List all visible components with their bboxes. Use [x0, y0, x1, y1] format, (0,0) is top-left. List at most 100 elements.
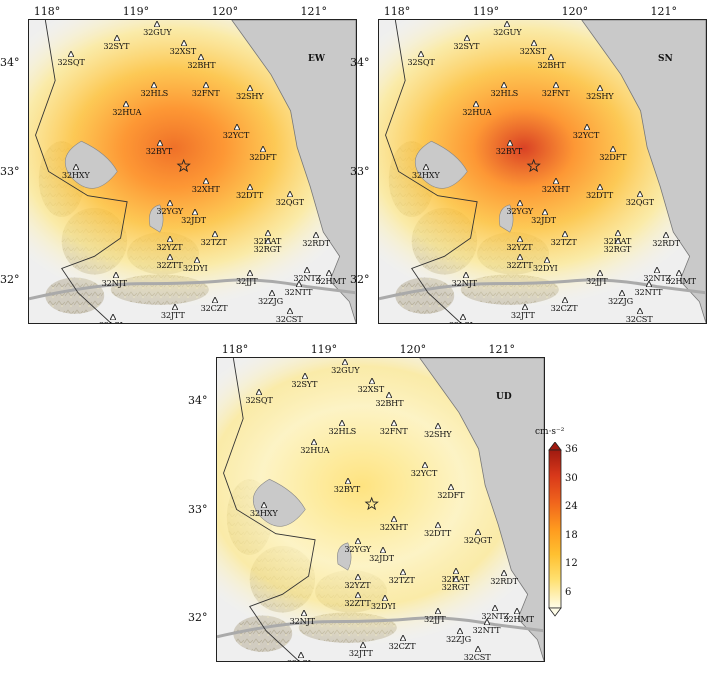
station-label: 32HXY — [249, 508, 278, 519]
station-label: 32HLS — [328, 426, 357, 436]
station-label: 32RDT — [652, 238, 680, 249]
station-label: 32XST — [519, 45, 547, 56]
station-triangle-icon — [295, 281, 302, 288]
station-triangle-icon — [596, 85, 603, 92]
station-label: 32RGT — [253, 243, 282, 254]
latitude-label: 34° — [188, 393, 208, 407]
colorbar-legend: cm·s⁻² 36 30 24 18 12 6 — [535, 422, 605, 617]
station-label: 32BHT — [537, 59, 566, 70]
colorbar-unit: cm·s⁻² — [535, 427, 565, 437]
station-triangle-icon — [517, 254, 524, 261]
station-label: 32XHT — [191, 184, 220, 195]
station-triangle-icon — [676, 270, 683, 277]
station-triangle-icon — [211, 231, 218, 238]
station-triangle-icon — [286, 191, 293, 198]
station-triangle-icon — [548, 53, 555, 60]
station-label: 32DTT — [235, 189, 263, 200]
station-triangle-icon — [381, 595, 388, 602]
station-label: 32ZTT — [506, 260, 533, 271]
station-triangle-icon — [399, 635, 406, 642]
longitude-label: 119° — [310, 343, 338, 356]
station-triangle-icon — [269, 289, 276, 296]
station-label: 32XHT — [379, 522, 408, 533]
station-label: 32LSI — [287, 658, 311, 661]
station-label: 32YZT — [156, 241, 183, 252]
station-label: 32RDT — [302, 238, 330, 249]
station-triangle-icon — [167, 235, 174, 242]
station-label: 32SYT — [103, 41, 130, 52]
station-triangle-icon — [399, 569, 406, 576]
longitude-label: 121° — [488, 343, 516, 356]
station-triangle-icon — [260, 145, 267, 152]
colorbar-tick: 30 — [565, 472, 578, 484]
station-triangle-icon — [542, 208, 549, 215]
station-triangle-icon — [434, 521, 441, 528]
latitude-label: 34° — [350, 55, 370, 69]
latitude-label: 34° — [0, 55, 20, 69]
station-label: 32JDT — [181, 214, 206, 225]
station-triangle-icon — [355, 573, 362, 580]
station-triangle-icon — [434, 608, 441, 615]
station-triangle-icon — [302, 373, 309, 380]
station-triangle-icon — [473, 101, 480, 108]
station-triangle-icon — [180, 39, 187, 46]
station-label: 32TZT — [550, 237, 577, 248]
station-triangle-icon — [552, 178, 559, 185]
station-label: 32YCT — [572, 130, 600, 141]
station-triangle-icon — [326, 270, 333, 277]
station-label: 32NTT — [472, 625, 501, 636]
station-label: 32GUY — [493, 27, 522, 38]
station-label: 32CST — [625, 314, 653, 324]
station-triangle-icon — [311, 439, 318, 446]
station-label: 32YZT — [506, 241, 533, 252]
station-triangle-icon — [260, 502, 267, 509]
station-label: 32NTT — [634, 287, 663, 298]
station-triangle-icon — [514, 608, 521, 615]
station-label: 32SHY — [423, 429, 452, 440]
station-triangle-icon — [501, 570, 508, 577]
station-triangle-icon — [112, 272, 119, 279]
station-label: 32YGY — [156, 205, 184, 216]
station-label: 32SHY — [585, 91, 614, 102]
station-triangle-icon — [452, 575, 459, 582]
station-label: 32XST — [357, 383, 385, 394]
station-triangle-icon — [645, 281, 652, 288]
station-label: 32HUA — [112, 107, 142, 118]
station-label: 32JJT — [235, 276, 258, 287]
station-triangle-icon — [614, 230, 621, 237]
station-label: 32ZTT — [156, 260, 183, 271]
station-label: 32BYT — [145, 146, 172, 157]
station-label: 32SYT — [291, 379, 318, 390]
station-triangle-icon — [561, 297, 568, 304]
station-triangle-icon — [596, 270, 603, 277]
lake — [337, 542, 352, 571]
station-triangle-icon — [448, 483, 455, 490]
station-triangle-icon — [256, 388, 263, 395]
station-triangle-icon — [342, 359, 349, 366]
station-label: 32NTT — [284, 287, 313, 298]
station-triangle-icon — [198, 53, 205, 60]
map-panel-ud: UD 32GUY 32SYT 32XST 32SQT 32BHT 32HLS 32FNT 32S… — [216, 357, 545, 662]
station-triangle-icon — [501, 82, 508, 88]
map-canvas — [29, 20, 356, 323]
station-label: 32NJT — [289, 616, 316, 627]
station-label: 32HLS — [490, 88, 519, 98]
station-label: 32YGY — [344, 543, 372, 554]
longitude-label: 120° — [561, 5, 589, 18]
longitude-label: 120° — [211, 5, 239, 18]
station-label: 32NJT — [451, 278, 478, 289]
station-triangle-icon — [297, 651, 304, 658]
station-label: 32BYT — [333, 484, 360, 495]
station-label: 32ZTT — [344, 598, 371, 609]
station-triangle-icon — [504, 21, 511, 28]
station-label: 32NJT — [101, 278, 128, 289]
station-label: 32JTT — [510, 309, 535, 320]
longitude-label: 118° — [33, 5, 61, 18]
station-label: 32NTZ — [293, 273, 322, 284]
station-triangle-icon — [422, 164, 429, 171]
station-triangle-icon — [390, 420, 397, 426]
station-triangle-icon — [418, 50, 425, 57]
map-canvas — [379, 20, 706, 323]
station-label: 32SHY — [235, 91, 264, 102]
colorbar-tick: 24 — [565, 501, 578, 512]
